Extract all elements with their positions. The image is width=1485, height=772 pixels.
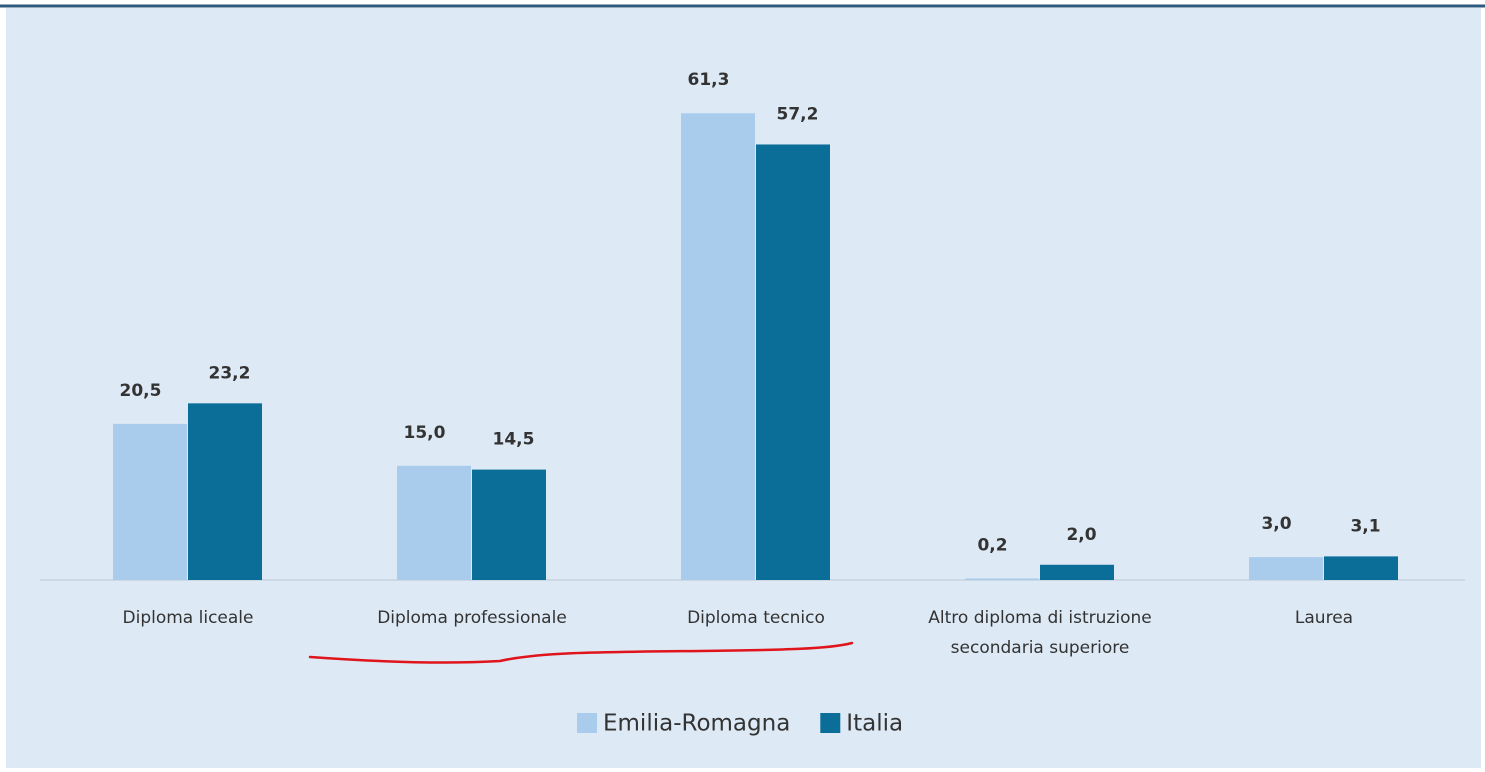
bar — [1040, 564, 1114, 580]
legend-swatch — [577, 713, 597, 733]
legend-label: Italia — [846, 711, 903, 737]
x-tick-label: Diploma tecnico — [687, 608, 825, 628]
value-label: 15,0 — [404, 423, 446, 443]
bar — [965, 578, 1039, 580]
hand-underline — [308, 641, 854, 664]
bar — [397, 465, 471, 580]
value-label: 3,0 — [1261, 514, 1291, 534]
value-label: 2,0 — [1066, 525, 1096, 545]
legend-swatch — [820, 713, 841, 733]
bar — [681, 113, 755, 580]
bar — [113, 423, 187, 580]
bar — [756, 144, 830, 580]
value-label: 57,2 — [777, 104, 819, 124]
x-tick-label: Diploma professionale — [377, 608, 567, 628]
bar — [1324, 556, 1398, 580]
bar — [1249, 557, 1323, 580]
value-label: 20,5 — [120, 381, 162, 401]
legend-label: Emilia-Romagna — [603, 711, 790, 737]
value-label: 14,5 — [493, 430, 535, 450]
value-label: 0,2 — [977, 535, 1007, 555]
value-label: 61,3 — [688, 70, 730, 90]
value-label: 3,1 — [1350, 516, 1380, 536]
x-tick-label: Laurea — [1294, 608, 1354, 628]
value-label: 23,2 — [209, 363, 251, 383]
x-tick-label: Diploma liceale — [122, 608, 254, 628]
bar — [472, 469, 546, 580]
x-tick-label: Altro diploma di istruzione secondaria s… — [928, 608, 1152, 658]
bar — [188, 403, 262, 580]
